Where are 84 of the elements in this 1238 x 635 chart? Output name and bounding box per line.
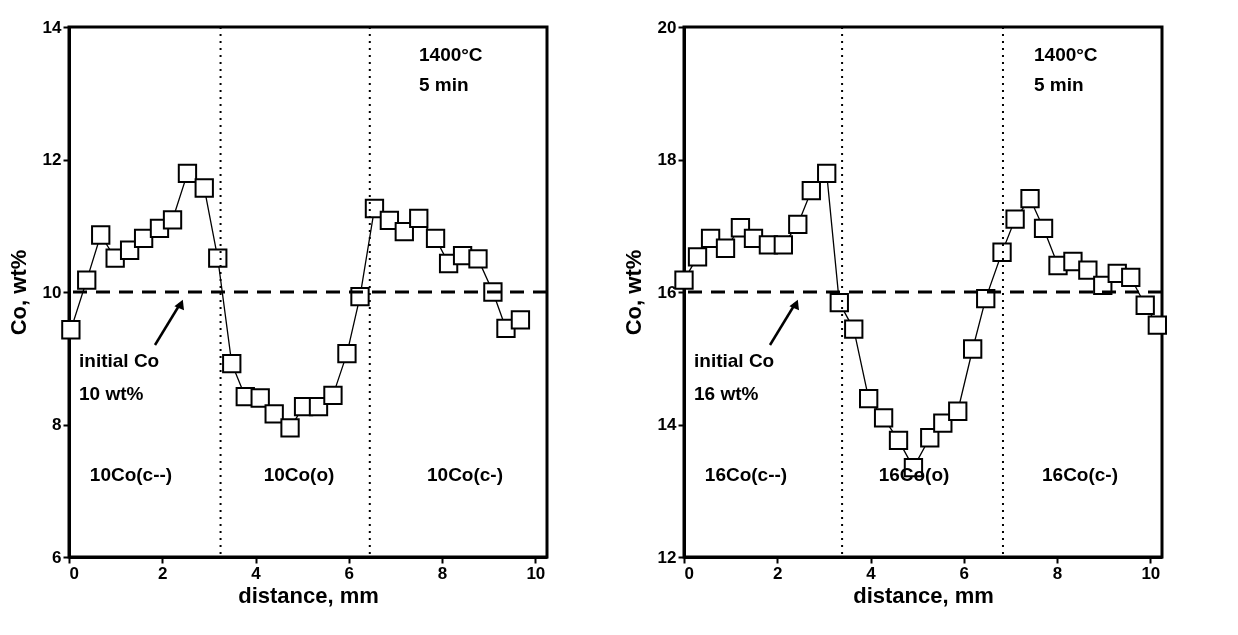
annotation: 10Co(c--) — [89, 464, 173, 485]
point — [1121, 267, 1141, 288]
point — [77, 270, 97, 290]
x-axis-title: distance, mm — [238, 582, 379, 608]
point — [1147, 315, 1167, 335]
point — [829, 292, 849, 313]
annotation: 16Co(c-) — [1041, 464, 1119, 485]
point — [133, 228, 154, 248]
point — [177, 163, 198, 184]
point — [801, 180, 821, 201]
point — [250, 388, 270, 408]
point — [222, 353, 242, 374]
point — [323, 385, 343, 406]
y-tick-label: 12 — [657, 547, 677, 567]
y-tick-label: 14 — [42, 17, 63, 37]
point — [948, 401, 968, 421]
y-tick-label: 14 — [657, 415, 678, 434]
point — [264, 404, 284, 424]
point — [208, 248, 228, 268]
y-tick-label: 10 — [42, 282, 62, 302]
x-tick-label: 0 — [684, 563, 694, 583]
point — [1005, 209, 1025, 229]
point — [61, 320, 81, 340]
y-tick-label: 18 — [657, 150, 677, 169]
point — [280, 418, 300, 438]
annotation: 10Co(o) — [263, 464, 335, 485]
point — [859, 389, 879, 409]
point — [844, 319, 864, 339]
point — [873, 408, 894, 428]
y-tick-label: 6 — [52, 547, 62, 567]
annotation: 10 wt% — [79, 383, 144, 404]
point — [888, 430, 909, 451]
annotation: 16Co(c--) — [704, 464, 788, 485]
y-tick-label: 16 — [657, 282, 677, 302]
point — [992, 242, 1012, 262]
x-axis-title: distance, mm — [853, 582, 994, 608]
point — [409, 208, 429, 229]
y-axis-title: Co, wt% — [5, 249, 31, 336]
annotation: initial Co — [79, 350, 160, 371]
annotation: 1400°C — [419, 44, 483, 65]
point — [920, 428, 940, 448]
annotation: 5 min — [1034, 74, 1084, 95]
x-tick-label: 0 — [69, 563, 79, 583]
point — [91, 225, 111, 245]
x-tick-label: 10 — [526, 563, 546, 583]
annotation: 5 min — [419, 74, 469, 95]
y-tick-label: 20 — [657, 17, 677, 37]
x-tick-label: 6 — [959, 563, 970, 583]
point — [933, 413, 953, 433]
x-tick-label: 10 — [1141, 563, 1161, 583]
y-tick-label: 8 — [52, 415, 62, 434]
annotation: 16Co(o) — [878, 464, 950, 485]
annotation: 10Co(c-) — [426, 464, 504, 485]
point — [963, 339, 983, 359]
point — [817, 163, 837, 184]
point — [976, 288, 996, 309]
y-tick-label: 12 — [42, 150, 62, 169]
x-tick-label: 6 — [344, 563, 355, 583]
annotation: initial Co — [694, 350, 775, 371]
point — [1020, 188, 1040, 209]
point — [674, 270, 694, 290]
annotation: 1400°C — [1034, 44, 1098, 65]
x-tick-label: 8 — [437, 563, 448, 583]
x-tick-label: 4 — [866, 563, 877, 583]
x-tick-label: 2 — [158, 563, 168, 583]
point — [715, 238, 736, 258]
point — [510, 310, 531, 330]
x-tick-label: 4 — [251, 563, 262, 583]
point — [687, 247, 708, 267]
x-tick-label: 2 — [773, 563, 783, 583]
point — [1135, 295, 1155, 315]
point — [194, 178, 214, 198]
annotation: 16 wt% — [694, 383, 759, 404]
x-tick-label: 8 — [1052, 563, 1063, 583]
point — [788, 214, 808, 235]
point — [1033, 218, 1054, 239]
point — [1078, 260, 1098, 280]
point — [468, 249, 488, 269]
point — [162, 210, 183, 230]
point — [394, 222, 414, 242]
point — [773, 235, 793, 255]
point — [425, 228, 446, 248]
y-axis-title: Co, wt% — [620, 249, 646, 336]
point — [337, 343, 357, 364]
